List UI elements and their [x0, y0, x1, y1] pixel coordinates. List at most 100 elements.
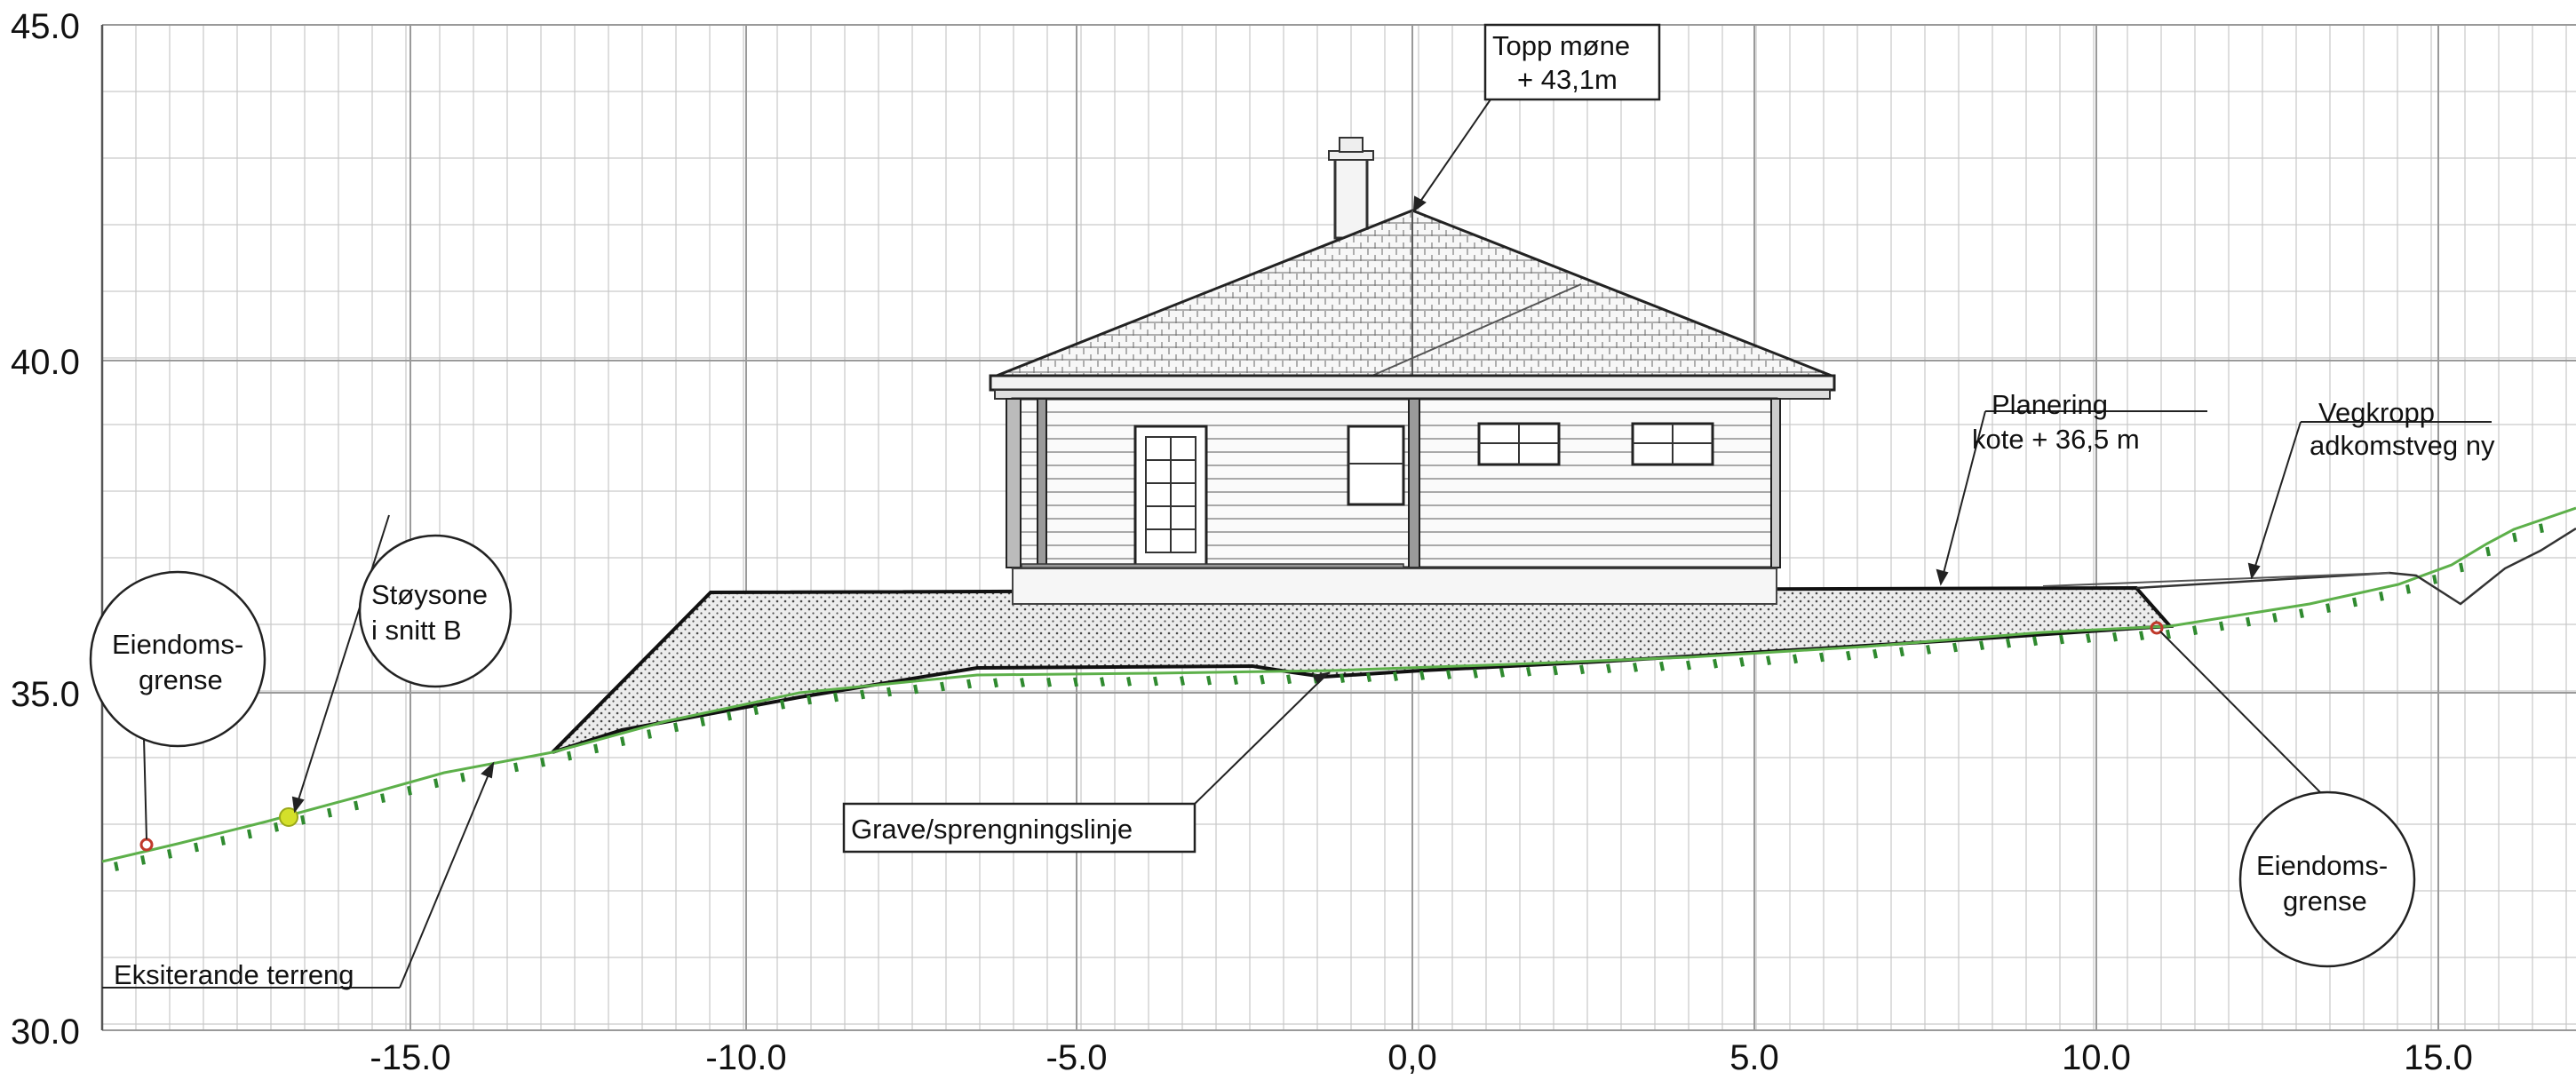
terrain-hatch-mark [966, 679, 972, 689]
terrain-hatch-mark [2326, 603, 2331, 613]
terrain-hatch-mark [167, 848, 172, 859]
terrain-hatch-mark [1766, 655, 1771, 665]
x-tick-label: 10.0 [2062, 1038, 2131, 1077]
eiendomsgrense-text: grense [2283, 885, 2367, 917]
x-tick-label: -15.0 [370, 1038, 450, 1077]
window [1347, 425, 1405, 506]
terrain-hatch-mark [2352, 597, 2357, 608]
eaves [989, 374, 1836, 392]
terrain-hatch-mark [1979, 640, 1984, 650]
terrain-hatch-mark [993, 678, 998, 688]
terrain-hatch-mark [833, 692, 839, 703]
terrain-hatch-mark [460, 772, 465, 782]
terrain-hatch-mark [1446, 670, 1451, 679]
existing-terrain-line [101, 506, 2576, 863]
terrain-hatch-mark [2192, 625, 2198, 636]
terrain-hatch-mark [1419, 671, 1425, 680]
planering-text: Planering [1992, 389, 2108, 420]
terrain-hatch-mark [2246, 616, 2251, 627]
terrain-hatch-mark [2166, 629, 2171, 639]
foundation [1012, 568, 1777, 605]
terrain-hatch-mark [327, 807, 332, 818]
terrain-hatch-mark [727, 711, 732, 721]
terrain-hatch-mark [1686, 660, 1691, 671]
terrain-hatch-mark [300, 814, 306, 825]
grid-major-lines [102, 24, 2576, 1031]
terrain-hatch-mark [1286, 674, 1292, 685]
terrain-hatch-mark [1659, 661, 1665, 671]
x-tick-label: 0,0 [1387, 1038, 1437, 1077]
terrain-hatch-mark [1100, 677, 1105, 687]
label-eiendomsgrense-left: Eiendoms- grense [89, 570, 266, 748]
terrain-hatch-mark [2432, 574, 2437, 584]
terrain-hatch-mark [274, 822, 279, 832]
x-tick-label: -10.0 [705, 1038, 786, 1077]
terrain-hatch-mark [513, 762, 519, 773]
terrain-hatch-mark [1073, 677, 1078, 687]
terrain-hatch-mark [1153, 676, 1158, 687]
terrain-hatch-mark [1739, 657, 1745, 667]
label-topp-mone: Topp møne + 43,1m [1483, 23, 1661, 101]
terrain-hatch-mark [647, 729, 652, 739]
terrain-hatch-mark [700, 717, 705, 727]
noise-zone-marker [279, 807, 298, 827]
porch-post [1037, 398, 1047, 568]
stoysone-value: i snitt B [371, 615, 462, 646]
terrain-hatch-mark [433, 778, 439, 789]
terrain-hatch-mark [1713, 658, 1718, 669]
terrain-hatch-mark [2539, 523, 2544, 534]
y-axis: 45.0 40.0 35.0 30.0 [11, 7, 80, 1052]
terrain-hatch-mark [1579, 664, 1585, 675]
terrain-hatch-mark [220, 836, 226, 846]
terrain-hatch-mark [140, 855, 146, 865]
terrain-hatch-mark [2272, 612, 2278, 623]
label-vegkropp: Vegkropp adkomstveg ny [2310, 397, 2495, 461]
x-tick-label: 15.0 [2404, 1038, 2473, 1077]
terrain-hatch-mark [1926, 645, 1931, 655]
house [989, 137, 1836, 605]
terrain-hatch-mark [620, 736, 625, 747]
terrain-hatch-mark [380, 793, 386, 803]
terrain-hatch-mark [1366, 672, 1371, 682]
eiendomsgrense-text: Eiendoms- [112, 629, 243, 660]
terrain-hatch-mark [1899, 647, 1904, 657]
x-tick-label: 5.0 [1729, 1038, 1779, 1077]
terrain-hatch-mark [940, 681, 945, 692]
terrain-hatch-mark [1499, 667, 1505, 678]
terrain-hatch-mark [2006, 638, 2011, 648]
terrain-hatch-mark [886, 687, 892, 697]
terrain-hatch-mark [807, 695, 812, 705]
terrain-hatch-mark [1633, 663, 1638, 672]
topp-mone-value: + 43,1m [1517, 64, 1618, 95]
eiendomsgrense-text: grense [139, 664, 223, 695]
terrain-hatch-mark [2219, 621, 2224, 631]
label-planering: Planering kote + 36,5 m [1972, 389, 2140, 455]
terrain-hatch-mark [1819, 652, 1825, 663]
topp-mone-text: Topp møne [1492, 30, 1630, 61]
y-tick-label: 35.0 [11, 675, 80, 714]
y-tick-label: 45.0 [11, 7, 80, 46]
y-tick-label: 30.0 [11, 1012, 80, 1052]
terrain-hatch-mark [1872, 648, 1878, 659]
label-eiendomsgrense-right: Eiendoms- grense [2238, 790, 2416, 968]
terrain-hatching [114, 523, 2544, 871]
vegkropp-text: Vegkropp [2318, 397, 2435, 428]
terrain-hatch-mark [540, 757, 545, 767]
chimney [1333, 156, 1369, 240]
terrain-hatch-mark [1846, 650, 1851, 661]
terrain-hatch-mark [1233, 675, 1238, 686]
label-stoysone: Støysone i snitt B [358, 534, 513, 688]
stoysone-text: Støysone [371, 579, 488, 610]
terrain-hatch-mark [567, 750, 572, 761]
boundary-marker-right [2150, 621, 2164, 635]
terrain-hatch-mark [1526, 666, 1531, 677]
terrain-hatch-mark [247, 829, 252, 839]
corner-post [1770, 398, 1781, 568]
terrain-hatch-mark [2405, 584, 2411, 594]
boundary-marker-left [139, 838, 154, 852]
eiendomsgrense-text: Eiendoms- [2256, 850, 2388, 881]
terrain-hatch-mark [593, 743, 599, 754]
x-tick-label: -5.0 [1046, 1038, 1108, 1077]
terrain-hatch-mark [114, 862, 119, 871]
